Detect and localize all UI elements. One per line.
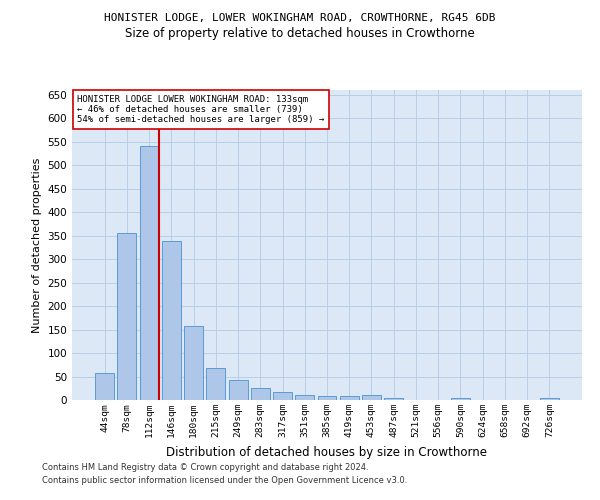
Bar — [295, 396, 314, 400]
Bar — [140, 146, 158, 400]
X-axis label: Distribution of detached houses by size in Crowthorne: Distribution of detached houses by size … — [167, 446, 487, 458]
Bar — [317, 396, 337, 400]
Text: Size of property relative to detached houses in Crowthorne: Size of property relative to detached ho… — [125, 28, 475, 40]
Bar — [251, 388, 270, 400]
Y-axis label: Number of detached properties: Number of detached properties — [32, 158, 42, 332]
Text: HONISTER LODGE LOWER WOKINGHAM ROAD: 133sqm
← 46% of detached houses are smaller: HONISTER LODGE LOWER WOKINGHAM ROAD: 133… — [77, 94, 325, 124]
Bar — [206, 368, 225, 400]
Bar — [362, 396, 381, 400]
Bar — [451, 398, 470, 400]
Text: Contains HM Land Registry data © Crown copyright and database right 2024.: Contains HM Land Registry data © Crown c… — [42, 464, 368, 472]
Bar — [540, 398, 559, 400]
Text: Contains public sector information licensed under the Open Government Licence v3: Contains public sector information licen… — [42, 476, 407, 485]
Bar — [384, 398, 403, 400]
Bar — [184, 326, 203, 400]
Bar — [229, 380, 248, 400]
Bar — [162, 241, 181, 400]
Bar — [118, 234, 136, 400]
Bar — [273, 392, 292, 400]
Bar — [95, 373, 114, 400]
Bar — [340, 396, 359, 400]
Text: HONISTER LODGE, LOWER WOKINGHAM ROAD, CROWTHORNE, RG45 6DB: HONISTER LODGE, LOWER WOKINGHAM ROAD, CR… — [104, 12, 496, 22]
